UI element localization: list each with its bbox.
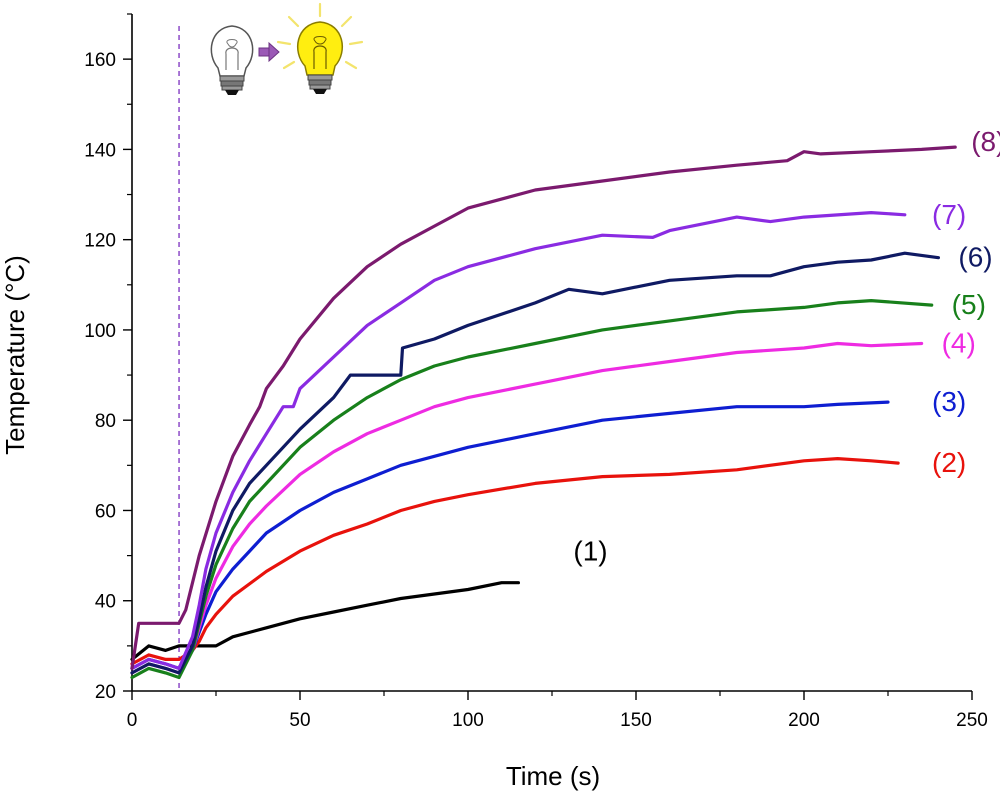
- series-label-6: (6): [958, 242, 992, 273]
- y-tick-label: 100: [84, 321, 116, 342]
- series-label-8: (8): [971, 126, 1000, 157]
- series-label-7: (7): [932, 199, 966, 230]
- arrow-right-icon: [258, 41, 280, 63]
- x-tick-label: 50: [289, 710, 310, 731]
- y-tick-label: 160: [84, 50, 116, 71]
- ticks: 0 50 100 150 200 250 20 40 60 80 100 120 140 160: [84, 13, 988, 731]
- y-axis-title: Temperature (°C): [0, 255, 30, 455]
- series-line-6: [130, 251, 940, 675]
- y-tick-label: 120: [84, 231, 116, 252]
- light-bulb-off-icon: [210, 25, 254, 95]
- y-tick-label: 80: [95, 411, 116, 432]
- x-tick-label: 200: [788, 710, 820, 731]
- y-tick-label: 140: [84, 140, 116, 161]
- x-tick-label: 150: [620, 710, 652, 731]
- x-tick-label: 100: [452, 710, 484, 731]
- series-label-4: (4): [942, 327, 976, 358]
- axes: [131, 14, 972, 692]
- series-line-3: [130, 400, 890, 670]
- series-group: [130, 145, 957, 680]
- series-label-5: (5): [952, 289, 986, 320]
- series-line-8: [130, 145, 957, 670]
- series-line-4: [130, 341, 924, 675]
- series-labels: (1) (2) (3) (4) (5) (6) (7) (8): [573, 126, 1000, 567]
- series-line-7: [130, 211, 907, 670]
- series-line-1: [130, 581, 520, 661]
- series-line-5: [130, 299, 934, 680]
- y-tick-label: 60: [95, 501, 116, 522]
- x-tick-label: 250: [956, 710, 988, 731]
- light-bulb-on-icon: [276, 2, 364, 94]
- series-label-2: (2): [932, 447, 966, 478]
- y-tick-label: 20: [95, 682, 116, 703]
- x-axis-title: Time (s): [506, 761, 600, 791]
- series-label-3: (3): [932, 386, 966, 417]
- series-label-1: (1): [573, 536, 607, 567]
- y-tick-label: 40: [95, 592, 116, 613]
- x-tick-label: 0: [127, 710, 138, 731]
